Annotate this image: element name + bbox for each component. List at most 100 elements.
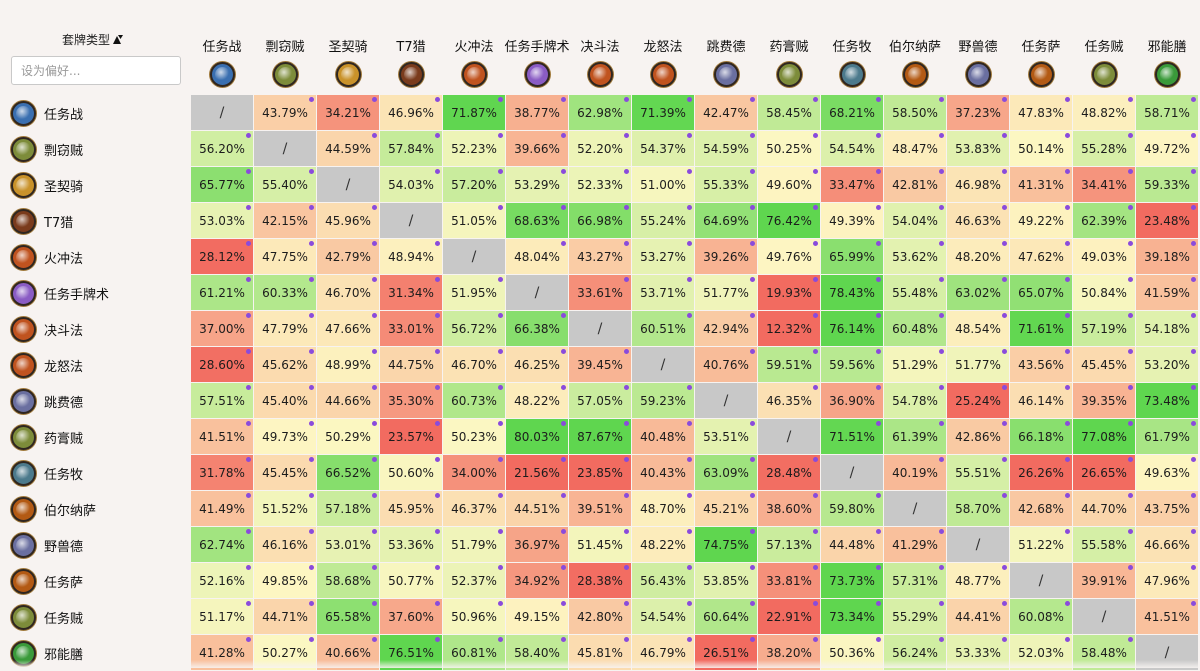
matchup-cell[interactable]: 38.77% xyxy=(506,95,568,130)
matchup-cell[interactable]: 62.98% xyxy=(569,95,631,130)
matchup-cell[interactable]: 39.66% xyxy=(506,131,568,166)
matchup-cell[interactable]: 58.48% xyxy=(1073,635,1135,670)
matchup-cell[interactable]: 63.09% xyxy=(695,455,757,490)
matchup-cell[interactable]: 34.21% xyxy=(317,95,379,130)
matchup-cell[interactable]: 54.04% xyxy=(884,203,946,238)
matchup-cell[interactable]: 42.68% xyxy=(1010,491,1072,526)
matchup-cell[interactable]: 51.79% xyxy=(443,527,505,562)
matchup-cell[interactable]: 45.81% xyxy=(569,635,631,670)
matchup-cell[interactable]: / xyxy=(380,203,442,238)
matchup-cell[interactable]: 53.83% xyxy=(947,131,1009,166)
column-header-text[interactable]: 任务战 xyxy=(202,40,242,55)
matchup-cell[interactable]: 48.70% xyxy=(632,491,694,526)
matchup-cell[interactable]: 64.69% xyxy=(695,203,757,238)
matchup-cell[interactable]: 68.63% xyxy=(506,203,568,238)
matchup-cell[interactable]: 54.54% xyxy=(632,599,694,634)
matchup-cell[interactable]: 44.59% xyxy=(317,131,379,166)
column-header-text[interactable]: 任务手牌术 xyxy=(504,40,570,55)
column-header[interactable]: 伯尔纳萨 xyxy=(884,0,946,95)
matchup-cell[interactable]: 47.79% xyxy=(254,311,316,346)
column-header[interactable]: 任务贼 xyxy=(1073,0,1135,95)
matchup-cell[interactable]: 60.81% xyxy=(443,635,505,670)
matchup-cell[interactable]: 66.38% xyxy=(506,311,568,346)
matchup-cell[interactable]: 39.35% xyxy=(1073,383,1135,418)
matchup-cell[interactable]: 45.45% xyxy=(1073,347,1135,382)
matchup-cell[interactable]: 46.79% xyxy=(632,635,694,670)
matchup-cell[interactable]: 28.48% xyxy=(758,455,820,490)
matchup-cell[interactable]: 44.48% xyxy=(821,527,883,562)
column-header-text[interactable]: T7猎 xyxy=(396,40,426,55)
matchup-cell[interactable]: / xyxy=(947,527,1009,562)
matchup-cell[interactable]: 44.71% xyxy=(254,599,316,634)
matchup-cell[interactable]: 52.20% xyxy=(569,131,631,166)
matchup-cell[interactable]: 37.23% xyxy=(947,95,1009,130)
matchup-cell[interactable]: 50.77% xyxy=(380,563,442,598)
matchup-cell[interactable]: 61.39% xyxy=(884,419,946,454)
matchup-cell[interactable]: 35.30% xyxy=(380,383,442,418)
matchup-cell[interactable]: 40.48% xyxy=(632,419,694,454)
matchup-cell[interactable]: 53.36% xyxy=(380,527,442,562)
column-header-text[interactable]: 野兽德 xyxy=(958,40,998,55)
matchup-cell[interactable]: 39.45% xyxy=(569,347,631,382)
matchup-cell[interactable]: 43.27% xyxy=(569,239,631,274)
matchup-cell[interactable]: 42.86% xyxy=(947,419,1009,454)
matchup-cell[interactable]: 42.47% xyxy=(695,95,757,130)
matchup-cell[interactable]: 40.43% xyxy=(632,455,694,490)
matchup-cell[interactable]: 71.87% xyxy=(443,95,505,130)
matchup-cell[interactable]: 47.83% xyxy=(1010,95,1072,130)
row-label[interactable]: 任务手牌术 xyxy=(11,275,189,311)
matchup-cell[interactable]: 63.02% xyxy=(947,275,1009,310)
matchup-cell[interactable]: 60.64% xyxy=(695,599,757,634)
matchup-cell[interactable]: 39.26% xyxy=(695,239,757,274)
matchup-cell[interactable]: 77.08% xyxy=(1073,419,1135,454)
matchup-cell[interactable]: 25.24% xyxy=(947,383,1009,418)
row-label[interactable]: 圣契骑 xyxy=(11,167,189,203)
matchup-cell[interactable]: 23.48% xyxy=(1136,203,1198,238)
matchup-cell[interactable]: 59.23% xyxy=(632,383,694,418)
column-header[interactable]: 任务萨 xyxy=(1010,0,1072,95)
matchup-cell[interactable]: 55.58% xyxy=(1073,527,1135,562)
matchup-cell[interactable]: 45.40% xyxy=(254,383,316,418)
row-label[interactable]: 野兽德 xyxy=(11,527,189,563)
matchup-cell[interactable]: 49.73% xyxy=(254,419,316,454)
matchup-cell[interactable]: 48.99% xyxy=(317,347,379,382)
matchup-cell[interactable]: 58.68% xyxy=(317,563,379,598)
matchup-cell[interactable]: 21.56% xyxy=(506,455,568,490)
matchup-cell[interactable]: 50.84% xyxy=(1073,275,1135,310)
matchup-cell[interactable]: 44.41% xyxy=(947,599,1009,634)
matchup-cell[interactable]: 48.20% xyxy=(947,239,1009,274)
matchup-cell[interactable]: 43.56% xyxy=(1010,347,1072,382)
matchup-cell[interactable]: 34.00% xyxy=(443,455,505,490)
matchup-cell[interactable]: 31.34% xyxy=(380,275,442,310)
matchup-cell[interactable]: 55.48% xyxy=(884,275,946,310)
matchup-cell[interactable]: 41.51% xyxy=(191,419,253,454)
matchup-cell[interactable]: 22.91% xyxy=(758,599,820,634)
matchup-cell[interactable]: 55.28% xyxy=(1073,131,1135,166)
matchup-cell[interactable]: 39.51% xyxy=(569,491,631,526)
matchup-cell[interactable]: 54.37% xyxy=(632,131,694,166)
matchup-cell[interactable]: 46.14% xyxy=(1010,383,1072,418)
matchup-cell[interactable]: 71.61% xyxy=(1010,311,1072,346)
matchup-cell[interactable]: 57.20% xyxy=(443,167,505,202)
matchup-cell[interactable]: 33.61% xyxy=(569,275,631,310)
matchup-cell[interactable]: 45.95% xyxy=(380,491,442,526)
row-label[interactable]: 任务战 xyxy=(11,95,189,131)
column-header-text[interactable]: 伯尔纳萨 xyxy=(888,40,941,55)
matchup-cell[interactable]: / xyxy=(254,131,316,166)
matchup-cell[interactable]: 23.85% xyxy=(569,455,631,490)
matchup-cell[interactable]: 51.17% xyxy=(191,599,253,634)
matchup-cell[interactable]: 33.81% xyxy=(758,563,820,598)
matchup-cell[interactable]: 54.78% xyxy=(884,383,946,418)
matchup-cell[interactable]: 59.56% xyxy=(821,347,883,382)
matchup-cell[interactable]: 56.72% xyxy=(443,311,505,346)
matchup-cell[interactable]: 55.24% xyxy=(632,203,694,238)
matchup-cell[interactable]: 26.65% xyxy=(1073,455,1135,490)
matchup-cell[interactable]: 45.21% xyxy=(695,491,757,526)
column-header-text[interactable]: 任务贼 xyxy=(1084,40,1124,55)
search-input[interactable] xyxy=(11,56,181,85)
matchup-cell[interactable]: 65.07% xyxy=(1010,275,1072,310)
matchup-cell[interactable]: 50.36% xyxy=(821,635,883,670)
matchup-cell[interactable]: 42.80% xyxy=(569,599,631,634)
row-label[interactable]: 火冲法 xyxy=(11,239,189,275)
matchup-cell[interactable]: 46.25% xyxy=(506,347,568,382)
